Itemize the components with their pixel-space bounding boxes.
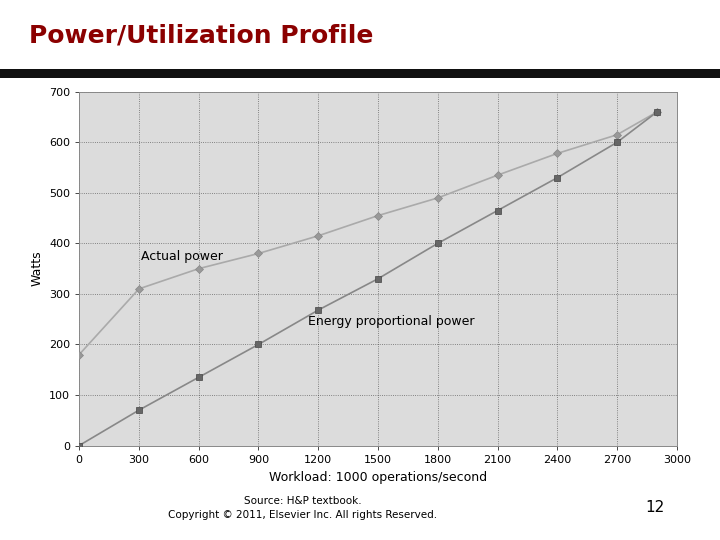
Y-axis label: Watts: Watts <box>30 251 43 286</box>
Text: Power/Utilization Profile: Power/Utilization Profile <box>29 23 373 47</box>
Text: Actual power: Actual power <box>141 249 222 262</box>
Text: 12: 12 <box>646 500 665 515</box>
Text: Energy proportional power: Energy proportional power <box>308 315 474 328</box>
X-axis label: Workload: 1000 operations/second: Workload: 1000 operations/second <box>269 471 487 484</box>
Text: Source: H&P textbook.
Copyright © 2011, Elsevier Inc. All rights Reserved.: Source: H&P textbook. Copyright © 2011, … <box>168 496 437 519</box>
